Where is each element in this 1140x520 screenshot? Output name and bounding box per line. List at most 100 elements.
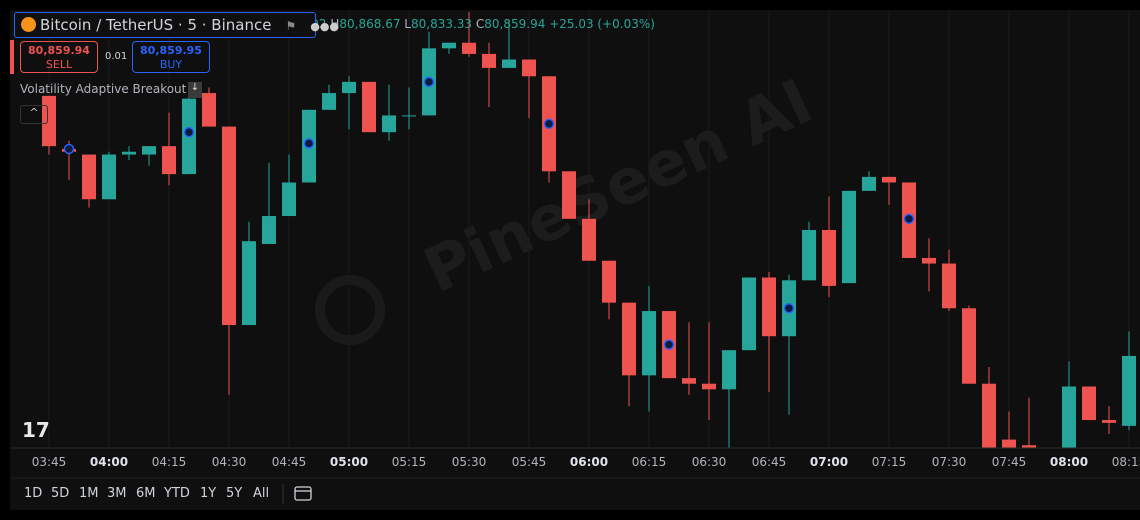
candle-body [1002,439,1016,448]
candle-body [482,53,496,68]
range-button[interactable]: All [253,486,270,501]
candle-body [922,257,936,264]
sell-price: 80,859.94 [28,44,90,57]
range-button[interactable]: 6M [136,486,156,501]
x-tick-label: 04:45 [272,455,307,469]
candle-body [1102,420,1116,423]
candle-body [242,241,256,326]
candle-body [822,230,836,286]
x-tick-label: 06:30 [692,455,727,469]
range-button[interactable]: 1D [24,486,43,501]
candle-body [1082,386,1096,421]
candle-body [842,190,856,284]
range-button[interactable]: 1M [79,486,99,501]
symbol-title: Bitcoin / TetherUS · 5 · Binance [40,16,272,34]
x-tick-label: 06:45 [752,455,787,469]
signal-marker [663,339,675,350]
symbol-box[interactable]: Bitcoin / TetherUS · 5 · Binance ⚑ ●●● [14,12,339,38]
chart: PineSeen AI 03:45 04:00 04:15 04:30 04:45 05:… [10,10,1140,504]
signal-marker [543,118,555,130]
indicator-icon[interactable]: ↓ [188,82,202,98]
x-tick-label: 05:30 [452,455,487,469]
buy-price: 80,859.95 [140,44,202,57]
legend-key: H [330,17,340,31]
sell-label: SELL [45,58,73,71]
x-tick-label: 04:15 [152,455,187,469]
candle-body [102,154,116,200]
x-tick-label: 08:00 [1050,455,1088,469]
legend-change: +25.03 (+0.03%) [549,17,655,31]
candle-body [382,115,396,133]
signal-marker [63,143,75,155]
x-tick-label: 08:15 [1112,455,1140,469]
x-tick-label: 03:45 [32,455,67,469]
candle-body [122,151,136,155]
candle-body [742,277,756,351]
candle-body [942,263,956,309]
signal-marker [423,76,435,88]
candle-body [402,115,416,117]
range-button[interactable]: 5Y [226,486,243,501]
x-tick-label: 04:30 [212,455,247,469]
more-button[interactable]: ●●● [310,20,340,33]
x-tick-label: 07:00 [810,455,848,469]
tv-logo: 17 [22,418,50,442]
signal-marker [783,303,795,314]
candle-body [962,308,976,384]
legend-key: C [475,17,485,31]
candle-body [502,59,516,68]
signal-marker [183,126,195,138]
signal-marker [303,138,315,149]
candle-body [282,182,296,217]
candle-body [722,350,736,390]
candle-body [442,42,456,49]
watermark-logo [315,275,385,345]
x-tick-label: 05:45 [512,455,547,469]
candle-body [1122,355,1136,426]
candle-body [642,311,656,376]
sell-button[interactable]: 80,859.94 SELL [20,41,98,73]
candle-body [342,81,356,94]
range-button[interactable]: 5D [51,486,70,501]
calendar-icon[interactable] [294,486,312,501]
legend-value: 80,859.94 [484,17,546,31]
candle-body [82,154,96,200]
range-button[interactable]: YTD [164,486,190,501]
x-tick-label: 07:30 [932,455,967,469]
candle-body [142,146,156,155]
legend-value: 80,868.67 [339,17,401,31]
candle-body [622,302,636,376]
x-tick-label: 07:45 [992,455,1027,469]
candle-body [602,260,616,303]
candle-body [262,216,276,244]
candle-body [562,171,576,219]
candle-body [682,378,696,384]
chart-window: PineSeen AI 03:45 04:00 04:15 04:30 04:45 05:… [10,10,1140,510]
collapse-button[interactable]: ^ [20,105,48,124]
range-button[interactable]: 3M [107,486,127,501]
flag-icon[interactable]: ⚑ [285,19,297,33]
x-tick-label: 07:15 [872,455,907,469]
candle-body [522,59,536,77]
edge-bar [10,40,14,74]
candle-body [42,95,56,147]
candle-body [1022,445,1036,448]
watermark: PineSeen AI [413,64,823,307]
candle-body [162,146,176,175]
candle-body [462,42,476,54]
candle-body [762,277,776,337]
candle-body [202,93,216,127]
candle-body [362,81,376,133]
legend-value: 80,833.33 [410,17,473,31]
spread: 0.01 [105,51,128,62]
range-button[interactable]: 1Y [200,486,217,501]
candle-body [222,126,236,326]
candle-body [702,383,716,390]
candle-body [982,383,996,448]
x-tick-label: 06:00 [570,455,608,469]
legend-key: L [404,17,411,31]
x-tick-label: 05:00 [330,455,368,469]
buy-button[interactable]: 80,859.95 BUY [132,41,210,73]
x-tick-label: 04:00 [90,455,128,469]
candle-body [862,176,876,191]
